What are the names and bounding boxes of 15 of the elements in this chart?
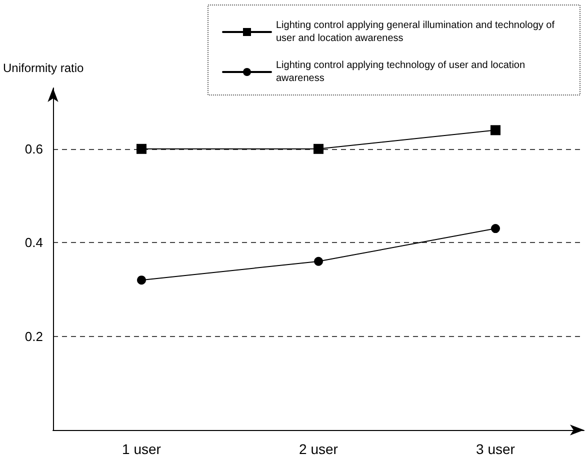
legend-label: Lighting control applying technology of user and location awareness (276, 60, 528, 84)
point (491, 224, 500, 234)
point (314, 256, 323, 266)
y-tick-label: 0.4 (24, 235, 43, 250)
x-tick-label: 3 user (476, 441, 516, 457)
point (136, 144, 146, 154)
y-axis-title: Uniformity ratio (3, 61, 84, 75)
x-tick-label: 2 user (299, 441, 338, 457)
y-tick-label: 0.6 (24, 141, 43, 156)
y-tick-label: 0.2 (24, 328, 43, 344)
point (314, 144, 324, 154)
point (137, 276, 146, 285)
x-tick-label: 1 user (122, 441, 162, 457)
legend-label: Lighting control applying general illumination and technology of user and location awareness (276, 20, 558, 44)
point (490, 125, 500, 136)
